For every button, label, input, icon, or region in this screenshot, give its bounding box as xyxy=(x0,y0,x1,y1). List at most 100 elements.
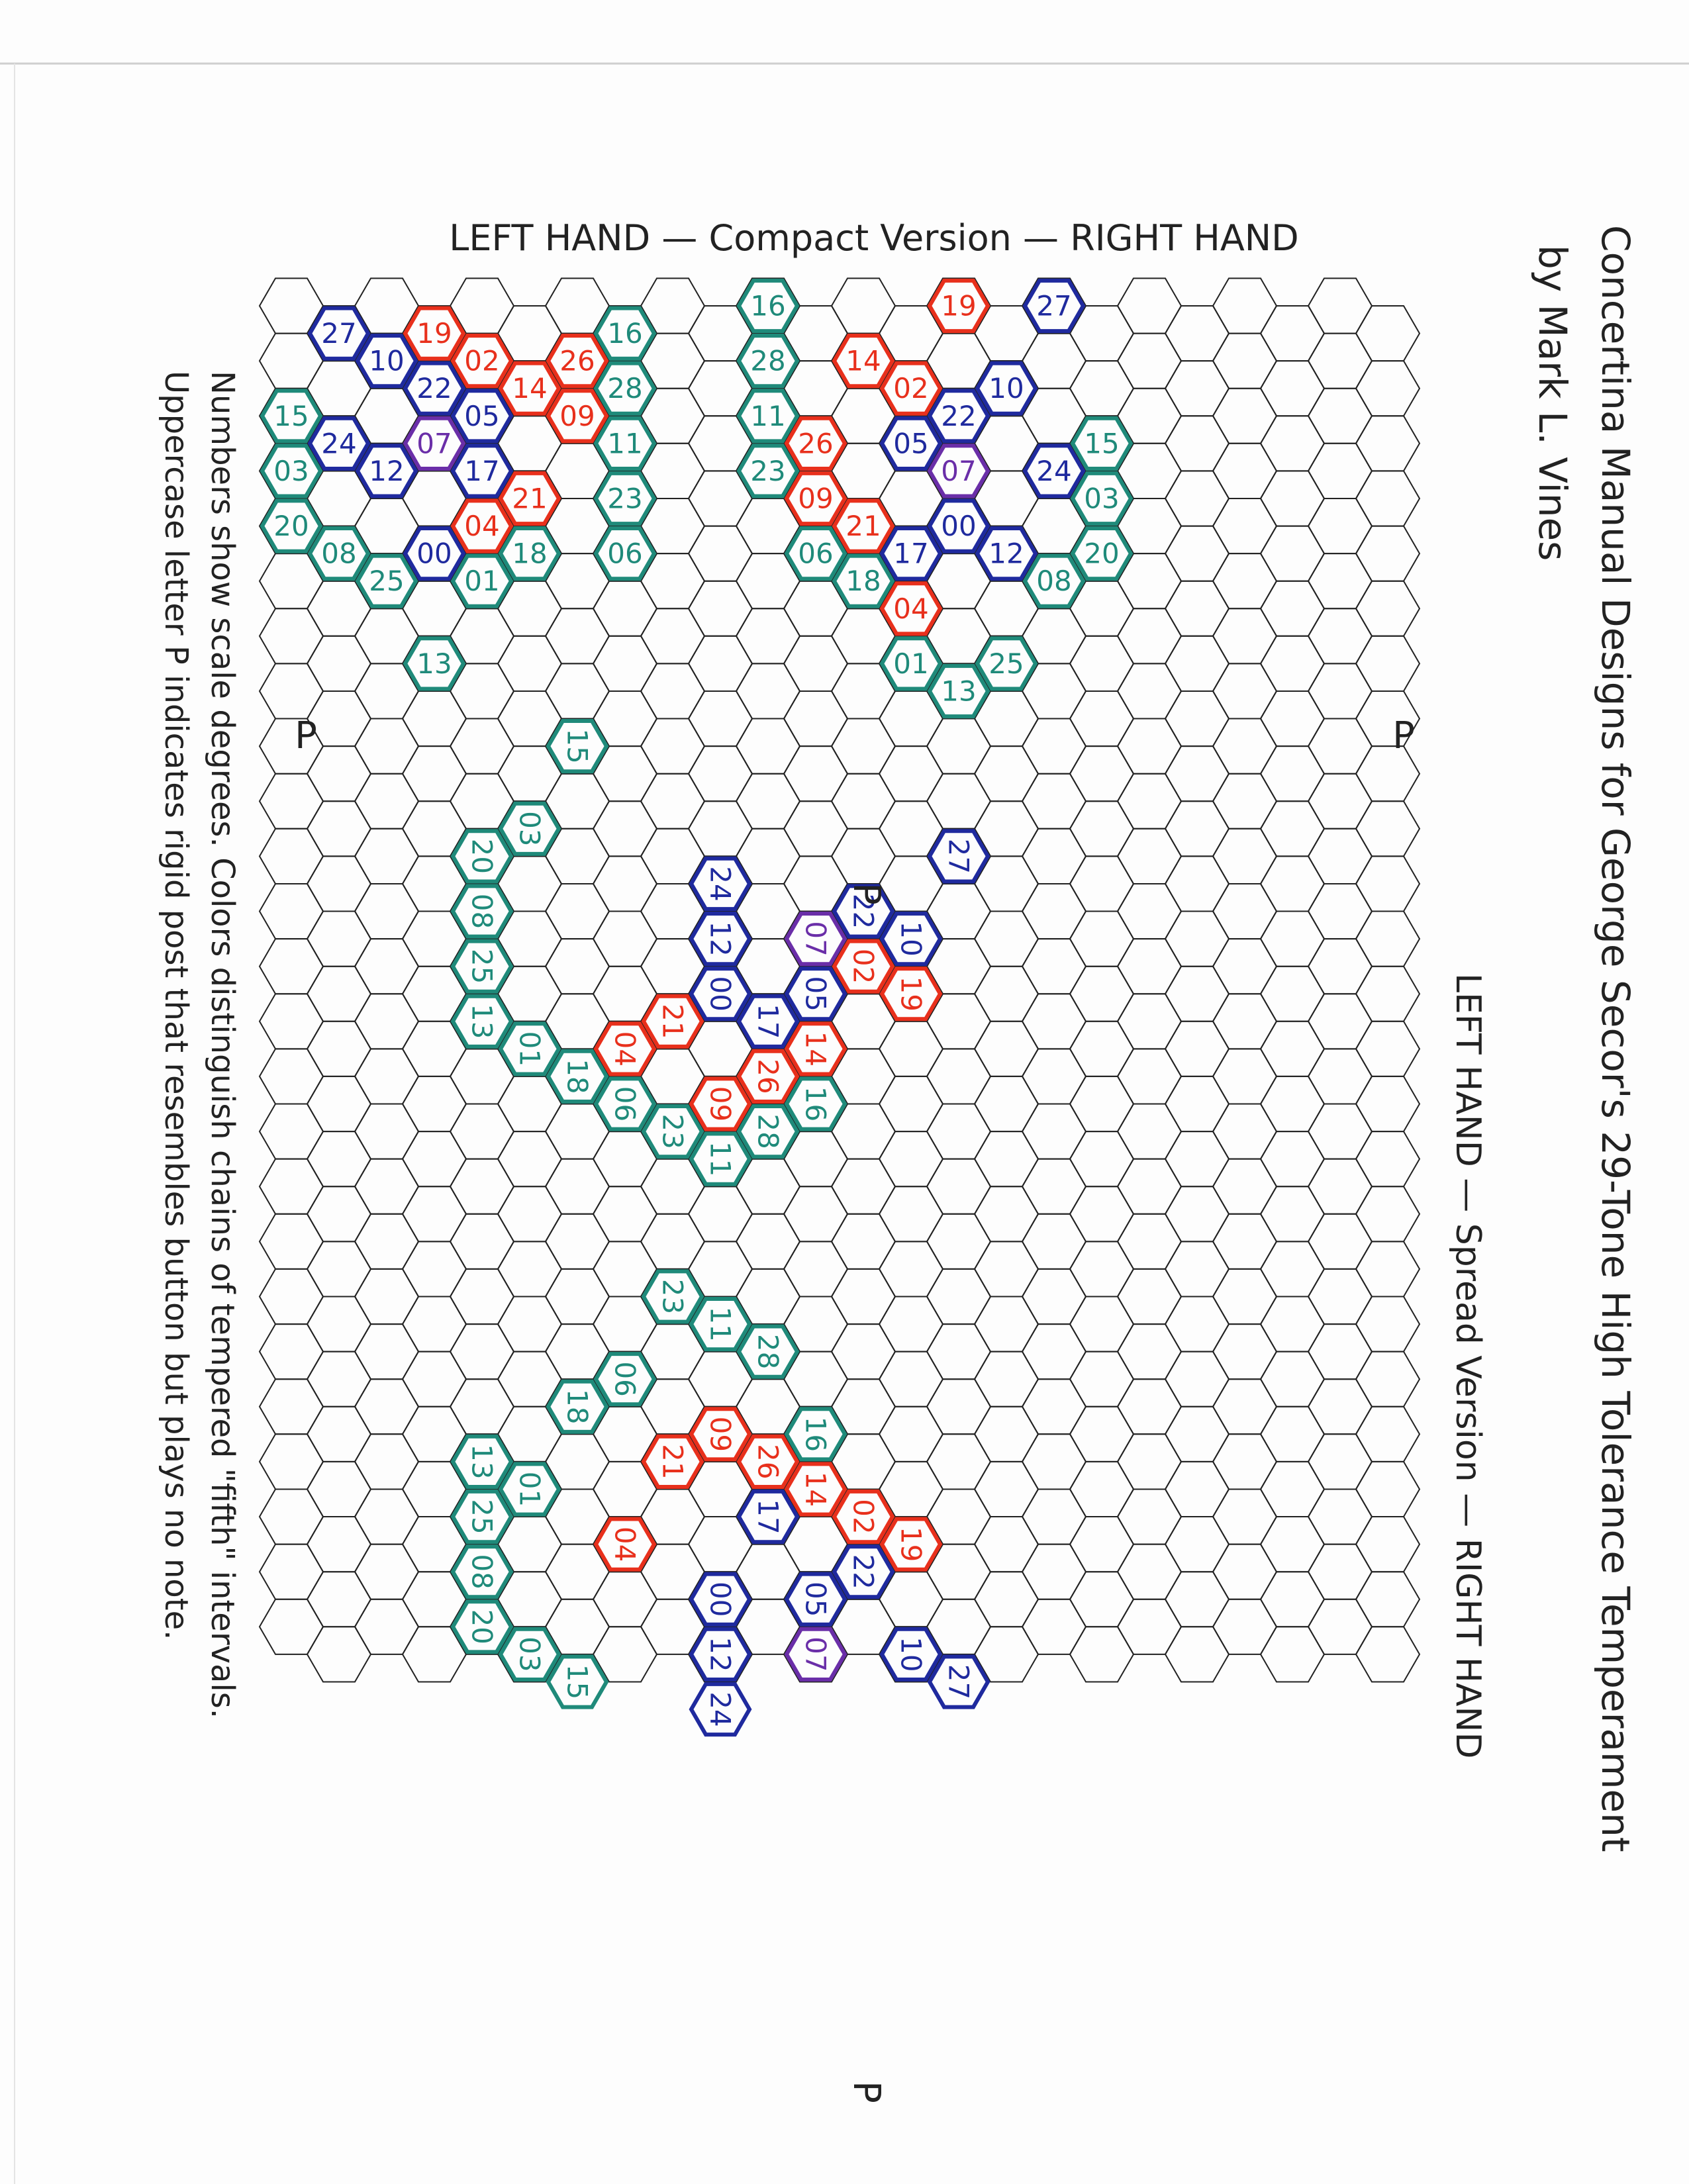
note-button: 27 xyxy=(927,1654,990,1709)
note-button: 17 xyxy=(879,526,943,581)
scale-degree-label: 23 xyxy=(607,482,642,514)
note-button: 05 xyxy=(879,416,943,471)
note-button: 09 xyxy=(546,389,609,444)
scale-degree-label: 22 xyxy=(416,372,452,404)
note-button-outline xyxy=(689,1076,752,1131)
scale-degree-label: 24 xyxy=(1036,455,1071,487)
scale-degree-label: 20 xyxy=(466,1609,499,1644)
note-button: 06 xyxy=(593,526,657,581)
scale-degree-label: 00 xyxy=(704,976,737,1012)
note-button-outline xyxy=(546,1654,609,1709)
grid-cell xyxy=(1355,1626,1421,1683)
note-button: 27 xyxy=(1022,278,1086,334)
note-button: 12 xyxy=(689,912,752,967)
note-button: 23 xyxy=(593,471,657,526)
note-button-outline xyxy=(736,1324,800,1379)
note-button-outline xyxy=(736,334,800,389)
scale-degree-label: 14 xyxy=(512,372,547,404)
note-button: 09 xyxy=(689,1076,752,1131)
note-button-outline xyxy=(450,444,514,499)
note-button-outline xyxy=(593,471,657,526)
note-button: 19 xyxy=(879,1517,943,1572)
note-button-outline xyxy=(260,499,323,553)
scale-degree-label: 09 xyxy=(798,482,833,514)
note-button: 19 xyxy=(403,306,466,361)
scale-degree-label: 19 xyxy=(895,1527,928,1562)
scale-degree-label: 03 xyxy=(514,811,546,846)
note-button-outline xyxy=(593,1517,657,1572)
scale-degree-label: 06 xyxy=(609,1361,642,1396)
scale-degree-label: 28 xyxy=(607,372,642,404)
note-button: 10 xyxy=(975,361,1038,416)
scale-degree-label: 11 xyxy=(750,400,785,432)
scale-degree-label: 00 xyxy=(704,1582,737,1617)
note-button: 18 xyxy=(832,553,895,608)
scale-degree-label: 08 xyxy=(1036,565,1071,597)
scale-degree-label: 26 xyxy=(559,345,595,377)
note-button: 23 xyxy=(736,444,800,499)
note-button: 27 xyxy=(307,306,371,361)
note-button-outline xyxy=(832,499,895,553)
note-button: 04 xyxy=(593,1517,657,1572)
note-button: 01 xyxy=(450,553,514,608)
note-button-outline xyxy=(498,801,561,856)
note-button: 09 xyxy=(784,471,847,526)
note-button-outline xyxy=(736,389,800,444)
scale-degree-label: 25 xyxy=(466,949,499,984)
note-button-outline xyxy=(736,1104,800,1159)
note-button: 01 xyxy=(498,1462,561,1517)
scale-degree-label: 18 xyxy=(845,565,881,597)
scale-degree-label: 27 xyxy=(1036,290,1071,322)
note-button: 00 xyxy=(689,1572,752,1627)
note-button-outline xyxy=(260,444,323,499)
note-button-outline xyxy=(975,526,1038,581)
note-button-outline xyxy=(498,1462,561,1517)
note-button-outline xyxy=(546,1379,609,1434)
note-button: 12 xyxy=(355,444,418,499)
note-button-outline xyxy=(689,1627,752,1682)
scale-degree-label: 08 xyxy=(321,538,356,570)
note-button-outline xyxy=(593,526,657,581)
note-button-outline xyxy=(689,1682,752,1737)
scale-degree-label: 14 xyxy=(800,1031,832,1067)
note-button: 20 xyxy=(260,499,323,553)
note-button: 24 xyxy=(689,856,752,912)
note-button: 25 xyxy=(450,939,514,994)
note-button: 11 xyxy=(736,389,800,444)
note-button: 22 xyxy=(927,389,990,444)
scale-degree-label: 24 xyxy=(704,866,737,901)
note-button: 27 xyxy=(927,829,990,884)
scale-degree-label: 05 xyxy=(800,1582,832,1617)
scale-degree-label: 02 xyxy=(847,949,880,984)
scale-degree-label: 01 xyxy=(893,647,928,680)
scale-degree-label: 21 xyxy=(657,1004,689,1039)
note-button: 11 xyxy=(689,1297,752,1352)
note-button-outline xyxy=(927,499,990,553)
note-button: 28 xyxy=(736,1324,800,1379)
note-button-outline xyxy=(355,334,418,389)
note-button-outline xyxy=(879,1517,943,1572)
scale-degree-label: 25 xyxy=(369,565,404,597)
scale-degree-label: 06 xyxy=(609,1086,642,1121)
scale-degree-label: 23 xyxy=(750,455,785,487)
note-button: 13 xyxy=(403,636,466,691)
note-button-outline xyxy=(689,1572,752,1627)
scale-degree-label: 17 xyxy=(464,455,499,487)
note-button-outline xyxy=(593,306,657,361)
note-button-outline xyxy=(832,884,895,939)
note-button: 06 xyxy=(593,1076,657,1131)
note-button-outline xyxy=(1022,444,1086,499)
note-button: 06 xyxy=(593,1352,657,1407)
hex-grid xyxy=(258,277,1421,1683)
post-marker: P xyxy=(1392,714,1415,757)
note-button: 23 xyxy=(641,1104,704,1159)
note-button: 08 xyxy=(450,884,514,939)
note-button: 06 xyxy=(784,526,847,581)
compact-heading: LEFT HAND — Compact Version — RIGHT HAND xyxy=(449,217,1299,259)
scale-degree-label: 16 xyxy=(800,1417,832,1452)
note-button-outline xyxy=(736,1434,800,1489)
scale-degree-label: 17 xyxy=(752,1004,785,1039)
note-button: 12 xyxy=(689,1627,752,1682)
scale-degree-label: 17 xyxy=(752,1499,785,1534)
note-button: 07 xyxy=(927,444,990,499)
